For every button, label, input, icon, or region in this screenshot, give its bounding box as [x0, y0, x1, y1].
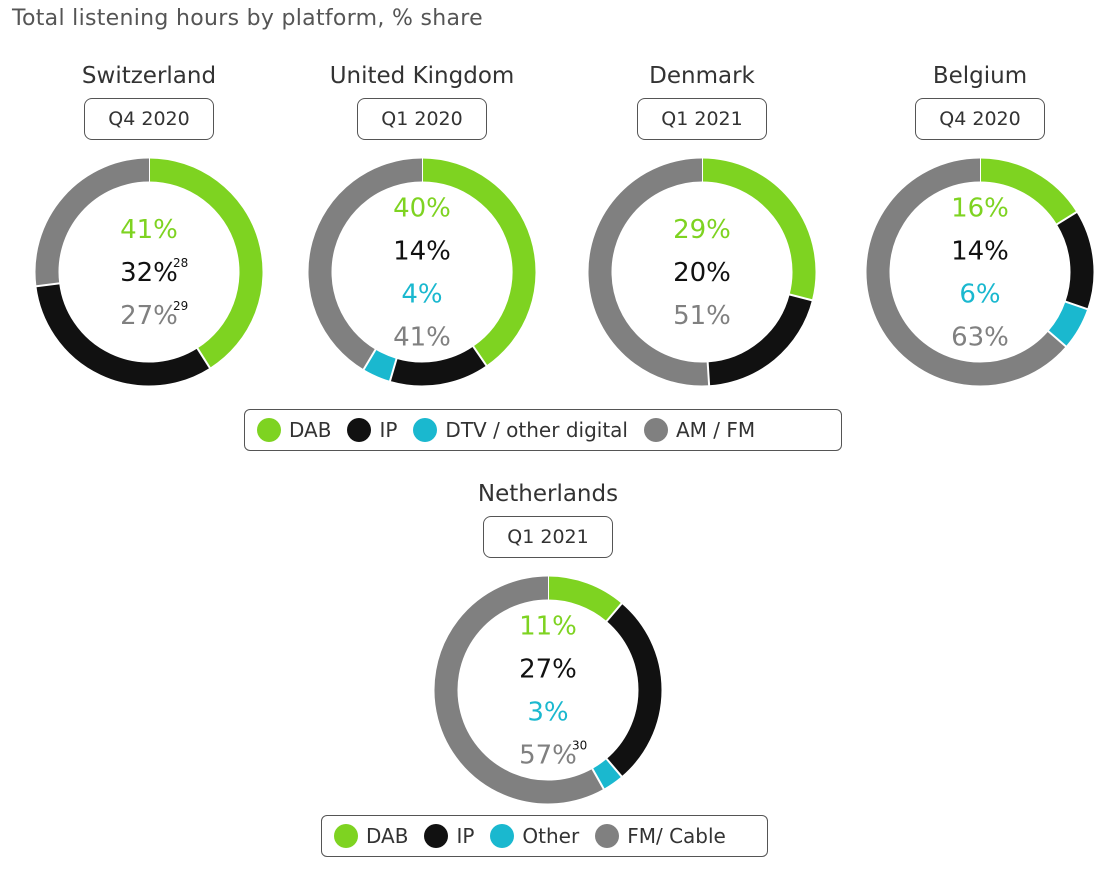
value-label-ip: 20% — [673, 258, 731, 288]
value-label-dab: 29% — [673, 215, 731, 245]
slice-separator — [605, 602, 623, 623]
donut-slice-dab — [421, 158, 536, 366]
donut-chart-united-kingdom: United Kingdom Q1 2020 40% 14% 4% 41% — [302, 60, 542, 390]
donut-slice-other — [592, 758, 622, 789]
value-label-ip: 32% — [120, 258, 178, 288]
country-title: United Kingdom — [329, 63, 515, 89]
donut-slice-ip — [36, 283, 210, 386]
footnote-marker: 28 — [173, 256, 188, 270]
legend-swatch — [595, 824, 620, 848]
legend-item-ip: IP — [347, 418, 397, 442]
value-label-dab: 41% — [120, 215, 178, 245]
slice-separator — [1046, 329, 1068, 348]
legend-label: IP — [379, 418, 398, 442]
legend-swatch — [347, 418, 372, 442]
donut-slice-dab — [547, 576, 622, 622]
value-label-dtv-other-digital: 4% — [401, 280, 442, 310]
legend-swatch — [334, 824, 358, 848]
footnote-marker: 29 — [173, 299, 188, 313]
legend-item-other: Other — [490, 824, 579, 848]
slice-separator — [1055, 210, 1078, 226]
legend-swatch — [643, 418, 668, 442]
value-label-ip: 27% — [519, 655, 577, 685]
value-label-dtv-other-digital: 6% — [959, 280, 1000, 310]
legend-netherlands: DAB IP Other FM/ Cable — [321, 815, 768, 857]
legend-label: FM/ Cable — [627, 824, 726, 848]
value-label-am-fm: 41% — [393, 323, 451, 353]
country-title: Belgium — [932, 63, 1028, 89]
value-label-am-fm: 27% — [120, 301, 178, 331]
period-badge: Q1 2021 — [483, 516, 613, 558]
legend-item-dtv-other-digital: DTV / other digital — [413, 418, 628, 442]
legend-label: DTV / other digital — [445, 418, 628, 442]
country-title: Netherlands — [477, 481, 619, 507]
legend-swatch — [257, 418, 281, 442]
value-label-other: 3% — [527, 698, 568, 728]
slice-separator — [706, 361, 711, 387]
legend-label: DAB — [366, 824, 409, 848]
donut-slice-dtv-other-digital — [363, 349, 397, 381]
donut-slice-dab — [148, 158, 263, 368]
value-label-am-fm: 63% — [951, 323, 1009, 353]
donut-ring: 11% 27% 3% 57%30 — [434, 575, 662, 804]
donut-ring: 40% 14% 4% 41% — [308, 157, 536, 386]
footnote-marker: 30 — [572, 739, 587, 753]
page-title: Total listening hours by platform, % sha… — [12, 6, 483, 31]
donut-slice-ip — [707, 294, 812, 386]
period-badge: Q1 2020 — [357, 98, 487, 140]
country-title: Denmark — [649, 63, 755, 89]
donut-ring: 29% 20% 51% — [588, 157, 816, 387]
slice-separator — [196, 347, 212, 370]
donut-slice-am-fm — [308, 158, 423, 370]
legend-swatch — [413, 418, 438, 442]
slice-separator — [605, 757, 623, 778]
value-label-dab: 16% — [951, 194, 1009, 224]
donut-chart-netherlands: Netherlands Q1 2021 11% 27% 3% 57% 30 — [428, 478, 668, 808]
value-label-am-fm: 51% — [673, 301, 731, 331]
legend-label: Other — [522, 824, 580, 848]
donut-ring: 41% 32%28 27%29 — [35, 157, 263, 386]
country-title: Switzerland — [81, 63, 217, 89]
legend-main: DAB IP DTV / other digital AM / FM — [244, 409, 842, 451]
slice-separator — [35, 282, 61, 288]
value-label-dab: 40% — [393, 194, 451, 224]
donut-chart-belgium: Belgium Q4 2020 16% 14% 6% 63% — [860, 60, 1100, 390]
donut-slice-dab — [979, 158, 1077, 225]
legend-swatch — [424, 824, 449, 848]
slice-separator — [362, 348, 377, 371]
donut-slice-am-fm — [588, 158, 710, 386]
donut-slice-am-fm — [35, 158, 150, 287]
slice-separator — [591, 767, 606, 791]
donut-chart-denmark: Denmark Q1 2021 29% 20% 51% — [582, 60, 822, 390]
donut-slice-fm-cable — [434, 576, 604, 804]
donut-slice-dab — [701, 158, 816, 301]
donut-chart-switzerland: Switzerland Q4 2020 41% 32% 28 27% 29 — [29, 60, 269, 390]
period-badge: Q4 2020 — [84, 98, 214, 140]
legend-item-ip: IP — [424, 824, 474, 848]
slice-separator — [471, 345, 488, 367]
donut-ring: 16% 14% 6% 63% — [866, 157, 1094, 386]
donut-slice-ip — [606, 603, 662, 777]
legend-item-fm-cable: FM/ Cable — [595, 824, 726, 848]
slice-separator — [388, 357, 398, 383]
period-badge: Q4 2020 — [915, 98, 1045, 140]
donut-slice-dtv-other-digital — [1048, 301, 1088, 347]
value-label-fm-cable: 57% — [519, 741, 577, 771]
donut-slice-ip — [390, 346, 487, 386]
donut-slice-am-fm — [866, 158, 1066, 386]
legend-item-am-fm: AM / FM — [643, 418, 756, 442]
value-label-ip: 14% — [393, 237, 451, 267]
slice-separator — [1064, 300, 1089, 311]
value-label-ip: 14% — [951, 237, 1009, 267]
donut-slice-ip — [1056, 212, 1094, 310]
slice-separator — [788, 293, 814, 302]
legend-label: AM / FM — [675, 418, 756, 442]
value-label-dab: 11% — [519, 612, 577, 642]
legend-item-dab: DAB — [334, 824, 408, 848]
legend-label: DAB — [289, 418, 332, 442]
legend-swatch — [490, 824, 515, 848]
legend-item-dab: DAB — [257, 418, 331, 442]
legend-label: IP — [456, 824, 475, 848]
period-badge: Q1 2021 — [637, 98, 767, 140]
